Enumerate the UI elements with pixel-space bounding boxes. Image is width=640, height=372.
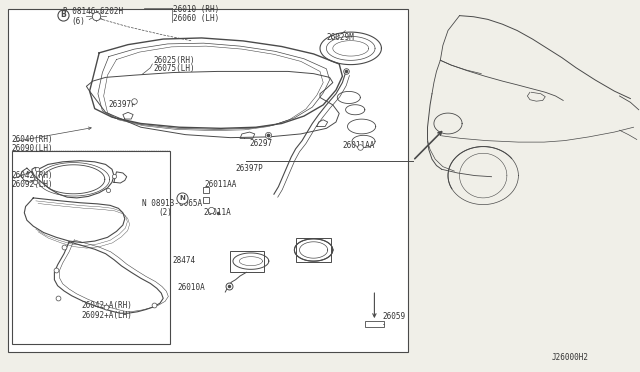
- Text: 26011AA: 26011AA: [342, 141, 375, 150]
- Bar: [365, 321, 384, 327]
- Text: 26059: 26059: [383, 312, 406, 321]
- Text: 26092(LH): 26092(LH): [12, 180, 53, 189]
- Bar: [230, 251, 264, 272]
- Text: 26029M: 26029M: [326, 33, 354, 42]
- Text: 26397P: 26397P: [109, 100, 136, 109]
- Text: (6): (6): [72, 17, 86, 26]
- Text: B 08146-6202H: B 08146-6202H: [63, 7, 123, 16]
- Bar: [296, 238, 331, 262]
- Text: 26297: 26297: [250, 139, 273, 148]
- Text: J26000H2: J26000H2: [552, 353, 589, 362]
- Text: 26010 (RH): 26010 (RH): [173, 5, 219, 14]
- Text: 26042(RH): 26042(RH): [12, 171, 53, 180]
- Text: 26060 (LH): 26060 (LH): [173, 14, 219, 23]
- Text: 26090(LH): 26090(LH): [12, 144, 53, 153]
- Text: 2603BNA: 2603BNA: [300, 254, 332, 263]
- Bar: [12, 151, 170, 344]
- Text: 26025(RH): 26025(RH): [154, 56, 195, 65]
- Text: 26011A: 26011A: [204, 208, 231, 217]
- Text: 26042+A(RH): 26042+A(RH): [82, 301, 132, 310]
- Text: B: B: [60, 10, 65, 19]
- Text: 26011AA: 26011AA: [205, 180, 237, 189]
- Text: N: N: [179, 195, 186, 201]
- Text: 26092+A(LH): 26092+A(LH): [82, 311, 132, 320]
- Text: 28474: 28474: [173, 256, 196, 265]
- Text: 26397P: 26397P: [236, 164, 263, 173]
- Text: 26010A: 26010A: [178, 283, 205, 292]
- Text: 26040(RH): 26040(RH): [12, 135, 53, 144]
- Text: N 08913-6065A: N 08913-6065A: [142, 199, 202, 208]
- Text: 26075(LH): 26075(LH): [154, 64, 195, 73]
- Bar: [8, 9, 408, 352]
- Text: (2): (2): [159, 208, 173, 217]
